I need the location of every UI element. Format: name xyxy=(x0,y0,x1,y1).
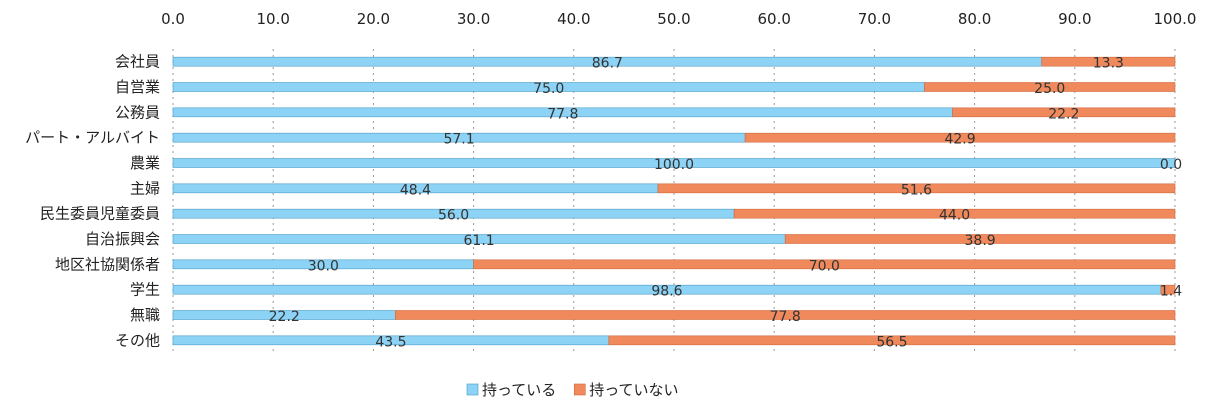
category-label: パート・アルバイト xyxy=(25,129,160,147)
x-axis-ticks: 0.0 10.0 20.0 30.0 40.0 50.0 60.0 70.0 80.0 90.0 1… xyxy=(161,10,1196,28)
data-label: 100.0 xyxy=(654,157,694,173)
category-label: 民生委員児童委員 xyxy=(40,205,160,223)
category-labels: 会社員自営業公務員パート・アルバイト農業主婦民生委員児童委員自治振興会地区社協関… xyxy=(25,53,160,350)
x-tick-label: 0.0 xyxy=(161,10,185,28)
data-label: 13.3 xyxy=(1093,56,1124,72)
data-label: 77.8 xyxy=(547,106,578,122)
grid-lines xyxy=(172,49,1176,353)
data-label: 70.0 xyxy=(809,258,840,274)
bar-has-not xyxy=(608,335,1176,346)
category-label: 農業 xyxy=(130,154,160,172)
data-label: 0.0 xyxy=(1160,157,1182,173)
category-label: 公務員 xyxy=(115,103,160,121)
bar-has-not xyxy=(473,259,1176,270)
data-label: 56.0 xyxy=(438,208,469,224)
data-label: 22.2 xyxy=(269,309,300,325)
data-label: 56.5 xyxy=(876,334,907,350)
x-tick-label: 20.0 xyxy=(357,10,390,28)
x-tick-label: 10.0 xyxy=(256,10,289,28)
bar-has-not xyxy=(952,107,1176,118)
bar-has-not xyxy=(924,82,1176,92)
data-label: 43.5 xyxy=(375,334,406,350)
x-tick-label: 50.0 xyxy=(657,10,690,28)
legend-swatch xyxy=(466,383,479,396)
bar-has-not xyxy=(1160,284,1176,295)
data-label: 30.0 xyxy=(308,258,339,274)
legend-swatch xyxy=(573,383,586,396)
legend: 持っている 持っていない xyxy=(466,381,679,399)
data-label: 57.1 xyxy=(443,132,474,148)
x-tick-label: 60.0 xyxy=(757,10,790,28)
data-labels: 86.7 13.3 75.0 25.0 77.8 22.2 57.1 42.9 100.0 0.0… xyxy=(269,56,1183,351)
category-label: その他 xyxy=(115,331,160,349)
data-label: 51.6 xyxy=(901,182,932,198)
category-label: 地区社協関係者 xyxy=(55,255,160,273)
data-label: 48.4 xyxy=(400,182,431,198)
category-label: 学生 xyxy=(130,281,160,299)
data-label: 86.7 xyxy=(592,56,623,72)
data-label: 25.0 xyxy=(1034,81,1065,97)
x-tick-label: 100.0 xyxy=(1154,10,1197,28)
data-label: 44.0 xyxy=(939,208,970,224)
x-tick-label: 80.0 xyxy=(958,10,991,28)
bar-has-not xyxy=(657,183,1176,194)
data-label: 42.9 xyxy=(944,132,975,148)
data-label: 77.8 xyxy=(770,309,801,325)
bar-has-not xyxy=(744,132,1176,143)
data-label: 38.9 xyxy=(965,233,996,249)
x-tick-label: 70.0 xyxy=(858,10,891,28)
legend-label: 持っていない xyxy=(589,381,678,399)
x-tick-label: 30.0 xyxy=(457,10,490,28)
x-tick-label: 40.0 xyxy=(557,10,590,28)
bar-has-not xyxy=(1041,56,1176,67)
data-label: 98.6 xyxy=(651,284,682,300)
data-label: 61.1 xyxy=(464,233,495,249)
data-label: 75.0 xyxy=(533,81,564,97)
bar-has-not xyxy=(395,310,1176,320)
bars xyxy=(172,56,1176,346)
bar-has-not xyxy=(733,208,1176,219)
category-label: 会社員 xyxy=(115,53,160,71)
category-label: 自治振興会 xyxy=(85,230,160,248)
legend-label: 持っている xyxy=(482,381,556,399)
data-label: 1.4 xyxy=(1160,284,1182,300)
category-label: 無職 xyxy=(130,306,160,324)
category-label: 主婦 xyxy=(130,179,160,197)
x-tick-label: 90.0 xyxy=(1058,10,1091,28)
bar-has-not xyxy=(784,234,1176,244)
bar-has xyxy=(172,158,1176,168)
data-label: 22.2 xyxy=(1048,106,1079,122)
category-label: 自営業 xyxy=(115,78,160,96)
